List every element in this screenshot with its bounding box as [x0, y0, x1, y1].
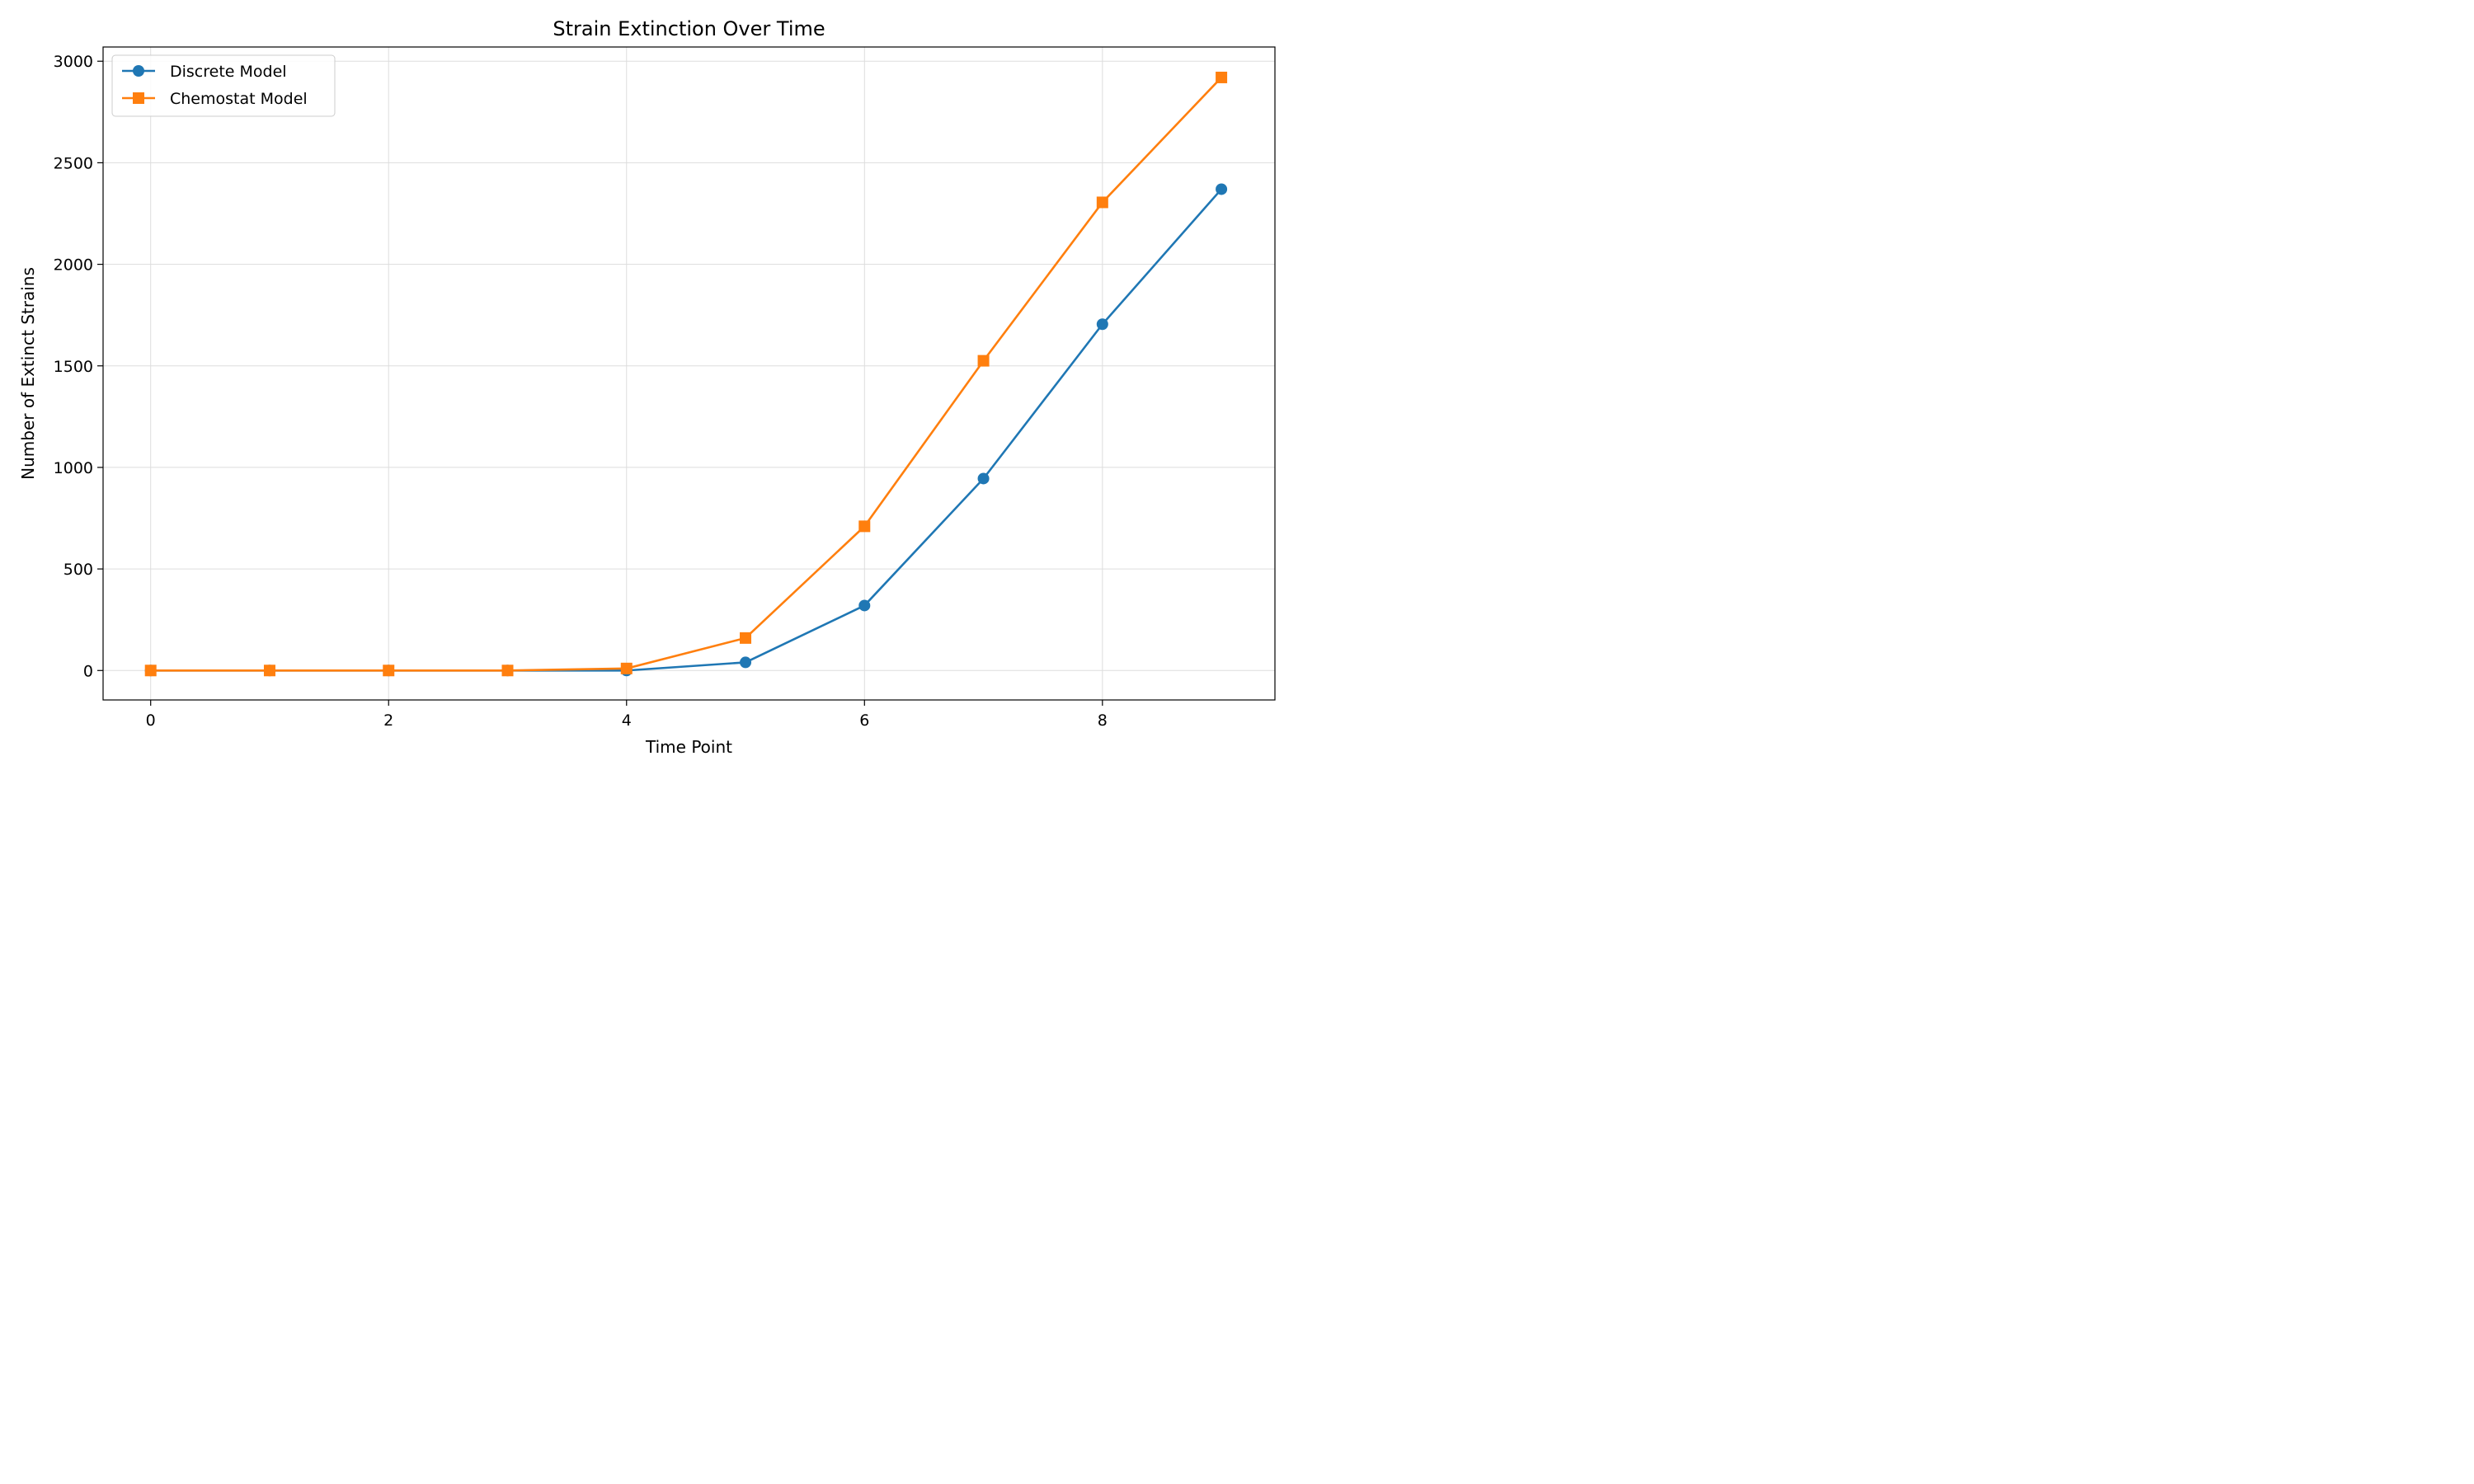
x-tick-label: 0	[146, 711, 156, 730]
y-tick-label: 3000	[54, 53, 93, 71]
data-point-chemostat-model	[977, 355, 990, 367]
legend-marker-discrete-model	[133, 65, 144, 77]
grid-layer	[103, 47, 1275, 700]
chart-title: Strain Extinction Over Time	[553, 17, 825, 40]
data-point-chemostat-model	[1216, 71, 1228, 83]
data-point-discrete-model	[1096, 318, 1108, 331]
axis-layer: 0 2 4 6 8 0 500 1000 1500 2000 2500 3000	[54, 53, 1108, 730]
data-point-chemostat-model	[858, 520, 871, 533]
series-chemostat-model	[144, 71, 1228, 677]
legend-label-discrete-model: Discrete Model	[170, 63, 287, 81]
y-tick-label: 0	[83, 662, 93, 680]
y-tick-label: 1000	[54, 459, 93, 477]
data-point-chemostat-model	[1096, 196, 1108, 209]
data-point-chemostat-model	[620, 662, 633, 674]
y-axis-label: Number of Extinct Strains	[18, 267, 38, 480]
y-tick-label: 2000	[54, 256, 93, 275]
series-line-chemostat-model	[150, 77, 1223, 672]
x-tick-label: 4	[622, 711, 632, 730]
data-point-discrete-model	[977, 472, 990, 485]
series-line-discrete-model	[150, 188, 1223, 672]
y-tick-label: 2500	[54, 154, 93, 172]
legend-label-chemostat-model: Chemostat Model	[170, 90, 308, 108]
x-axis-label: Time Point	[645, 737, 732, 757]
legend-box	[111, 54, 336, 117]
x-tick-label: 2	[383, 711, 393, 730]
legend: Discrete Model Chemostat Model	[111, 54, 336, 117]
series-layer	[144, 71, 1228, 677]
x-tick-label: 8	[1098, 711, 1108, 730]
y-tick-label: 500	[63, 561, 93, 579]
line-chart: 0 2 4 6 8 0 500 1000 1500 2000 2500 3000 Strain Ext…	[18, 17, 1276, 757]
data-point-discrete-model	[1216, 183, 1228, 195]
legend-item-chemostat-model: Chemostat Model	[122, 90, 308, 108]
data-point-chemostat-model	[501, 665, 514, 677]
data-point-chemostat-model	[144, 665, 157, 677]
data-point-discrete-model	[740, 656, 752, 669]
legend-marker-chemostat-model	[133, 92, 144, 104]
chart-container: 0 2 4 6 8 0 500 1000 1500 2000 2500 3000 Strain Ext…	[0, 0, 1292, 776]
data-point-chemostat-model	[383, 665, 395, 677]
x-tick-label: 6	[859, 711, 869, 730]
series-discrete-model	[144, 183, 1228, 677]
plot-frame	[102, 46, 1276, 701]
data-point-chemostat-model	[263, 665, 275, 677]
data-point-chemostat-model	[740, 632, 752, 644]
data-point-discrete-model	[858, 599, 871, 612]
y-tick-label: 1500	[54, 358, 93, 376]
legend-item-discrete-model: Discrete Model	[122, 63, 287, 81]
